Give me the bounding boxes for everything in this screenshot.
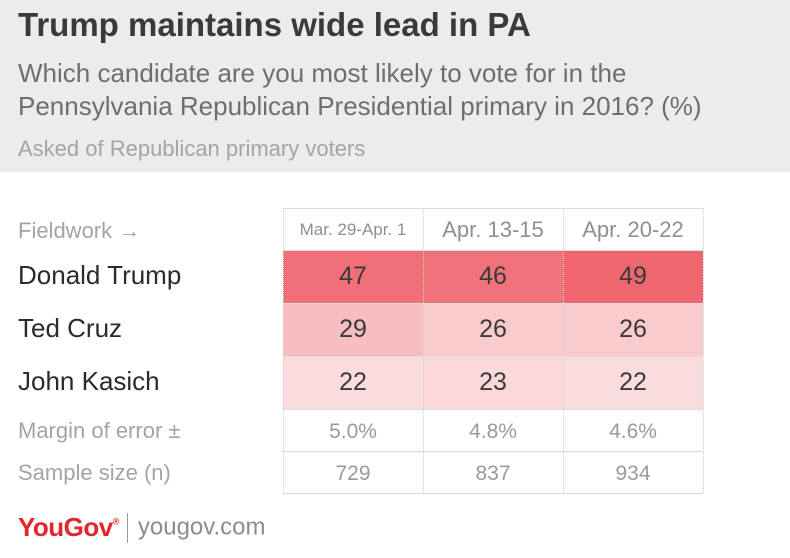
fieldwork-label: Fieldwork → <box>18 218 141 243</box>
column-divider <box>283 208 284 493</box>
data-cell: 26 <box>563 303 703 356</box>
data-cell: 29 <box>283 303 423 356</box>
footer: YouGov® yougov.com <box>18 512 266 546</box>
chart-title: Trump maintains wide lead in PA <box>18 6 531 43</box>
row-divider <box>283 451 703 452</box>
row-divider <box>283 250 703 251</box>
stat-label: Sample size (n) <box>18 460 171 485</box>
column-header: Apr. 13-15 <box>442 217 544 242</box>
row-divider <box>283 303 703 304</box>
data-cell: 23 <box>423 356 563 409</box>
stat-value: 934 <box>615 462 651 485</box>
chart-note: Asked of Republican primary voters <box>18 136 366 161</box>
column-divider <box>563 208 564 493</box>
data-cell: 22 <box>563 356 703 409</box>
header-panel: Trump maintains wide lead in PA Which ca… <box>0 0 790 172</box>
column-divider <box>703 208 704 493</box>
row-divider <box>283 356 703 357</box>
footer-separator <box>126 512 128 543</box>
data-cell: 26 <box>423 303 563 356</box>
row-divider <box>283 208 703 209</box>
data-cell: 47 <box>283 250 423 303</box>
stat-value: 4.6% <box>609 420 657 443</box>
candidate-label: John Kasich <box>18 366 160 396</box>
column-header: Apr. 20-22 <box>582 217 684 242</box>
data-cell: 49 <box>563 250 703 303</box>
data-cell: 46 <box>423 250 563 303</box>
data-cell: 22 <box>283 356 423 409</box>
stat-value: 4.8% <box>469 420 517 443</box>
column-divider <box>423 208 424 493</box>
stat-value: 5.0% <box>329 420 377 443</box>
yougov-logo: YouGov® <box>18 512 119 542</box>
candidate-label: Ted Cruz <box>18 313 123 343</box>
stat-value: 837 <box>475 462 511 485</box>
stat-value: 729 <box>335 462 371 485</box>
footer-site: yougov.com <box>137 513 266 541</box>
row-divider <box>283 409 703 410</box>
row-divider <box>283 493 703 494</box>
candidate-label: Donald Trump <box>18 260 182 290</box>
stat-label: Margin of error ± <box>18 418 181 443</box>
column-header: Mar. 29-Apr. 1 <box>299 220 407 239</box>
chart-subtitle: Which candidate are you most likely to v… <box>18 58 702 121</box>
